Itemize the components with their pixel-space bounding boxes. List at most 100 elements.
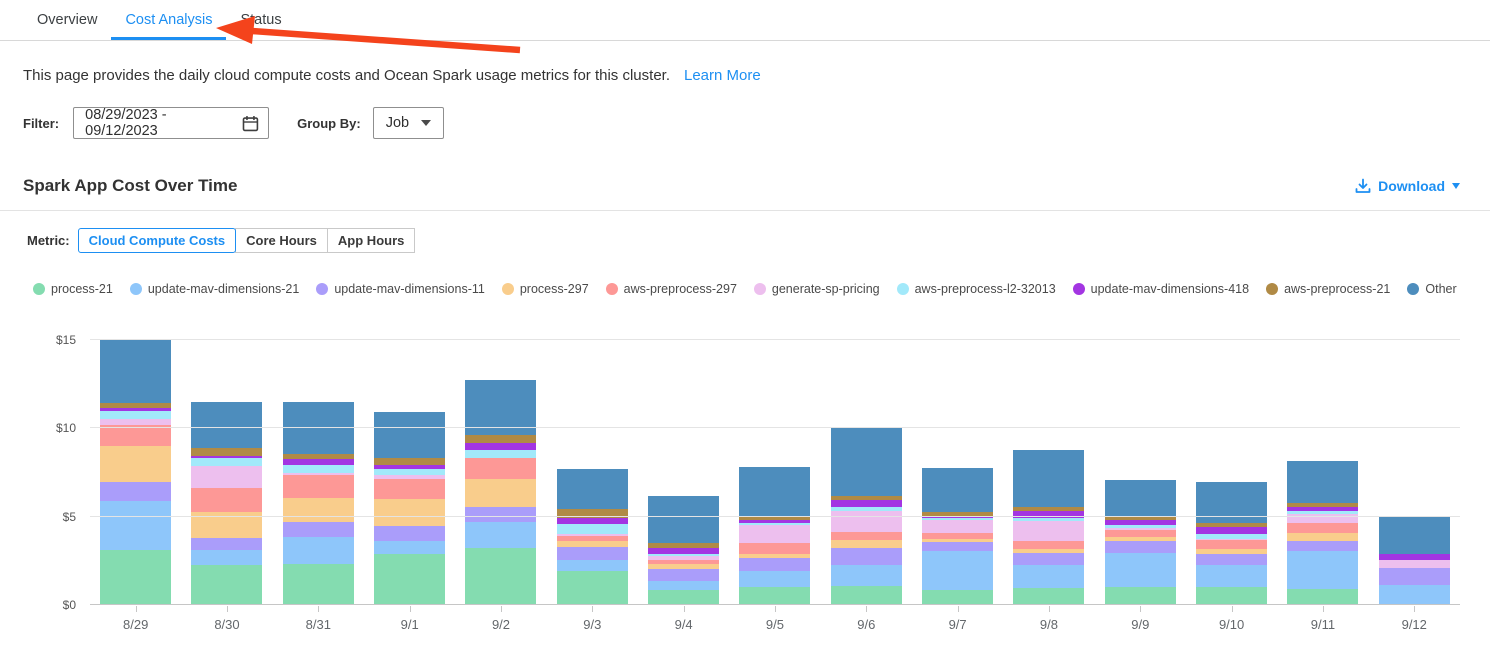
bar-segment-process-297[interactable] <box>648 564 720 569</box>
stacked-bar-8/29[interactable] <box>100 339 172 605</box>
bar-segment-generate-sp-pricing[interactable] <box>100 418 172 425</box>
bar-segment-process-297[interactable] <box>1287 532 1359 542</box>
bar-segment-aws-preprocess-297[interactable] <box>465 458 537 479</box>
bar-segment-process-297[interactable] <box>556 541 628 547</box>
legend-item-process-297[interactable]: process-297 <box>501 282 589 296</box>
bar-segment-update-mav-dimensions-11[interactable] <box>374 525 446 541</box>
bar-segment-update-mav-dimensions-21[interactable] <box>648 581 720 590</box>
bar-segment-update-mav-dimensions-21[interactable] <box>1196 565 1268 588</box>
bar-segment-update-mav-dimensions-418[interactable] <box>1287 507 1359 511</box>
bar-segment-aws-preprocess-297[interactable] <box>1013 540 1085 549</box>
bar-segment-process-21[interactable] <box>374 553 446 605</box>
bar-segment-aws-preprocess-297[interactable] <box>100 424 172 447</box>
bar-segment-aws-preprocess-l2-32013[interactable] <box>282 465 354 473</box>
bar-segment-generate-sp-pricing[interactable] <box>1196 538 1268 540</box>
bar-segment-update-mav-dimensions-418[interactable] <box>556 518 628 524</box>
bar-segment-Other[interactable] <box>1013 449 1085 508</box>
bar-segment-aws-preprocess-21[interactable] <box>648 543 720 548</box>
stacked-bar-9/4[interactable] <box>648 496 720 605</box>
bar-segment-process-297[interactable] <box>465 478 537 507</box>
bar-segment-generate-sp-pricing[interactable] <box>374 475 446 479</box>
bar-segment-aws-preprocess-21[interactable] <box>1013 507 1085 512</box>
bar-segment-aws-preprocess-l2-32013[interactable] <box>922 517 994 521</box>
bar-segment-aws-preprocess-l2-32013[interactable] <box>1287 510 1359 515</box>
bar-segment-generate-sp-pricing[interactable] <box>556 534 628 537</box>
bar-segment-update-mav-dimensions-11[interactable] <box>1196 553 1268 566</box>
bar-segment-process-21[interactable] <box>922 589 994 605</box>
stacked-bar-9/12[interactable] <box>1378 515 1450 605</box>
date-range-picker[interactable]: 08/29/2023 - 09/12/2023 <box>73 107 270 139</box>
bar-segment-update-mav-dimensions-21[interactable] <box>191 550 263 566</box>
legend-item-aws-preprocess-l2-32013[interactable]: aws-preprocess-l2-32013 <box>896 282 1056 296</box>
stacked-bar-9/9[interactable] <box>1104 479 1176 605</box>
bar-segment-aws-preprocess-21[interactable] <box>556 508 628 519</box>
bar-segment-process-21[interactable] <box>1104 587 1176 605</box>
bar-segment-update-mav-dimensions-21[interactable] <box>374 540 446 554</box>
bar-segment-aws-preprocess-21[interactable] <box>191 447 263 456</box>
bar-segment-process-21[interactable] <box>1287 589 1359 605</box>
bar-segment-generate-sp-pricing[interactable] <box>1287 514 1359 523</box>
bar-segment-aws-preprocess-21[interactable] <box>1196 522 1268 528</box>
bar-segment-aws-preprocess-297[interactable] <box>922 532 994 539</box>
metric-button-cloud-compute-costs[interactable]: Cloud Compute Costs <box>77 228 237 253</box>
bar-segment-aws-preprocess-l2-32013[interactable] <box>465 450 537 459</box>
bar-segment-update-mav-dimensions-11[interactable] <box>1287 541 1359 552</box>
bar-segment-update-mav-dimensions-418[interactable] <box>465 442 537 451</box>
bar-segment-process-297[interactable] <box>739 553 811 559</box>
stacked-bar-9/2[interactable] <box>465 379 537 605</box>
stacked-bar-9/6[interactable] <box>830 428 902 605</box>
bar-segment-update-mav-dimensions-21[interactable] <box>282 537 354 565</box>
bar-segment-update-mav-dimensions-21[interactable] <box>739 571 811 588</box>
bar-segment-generate-sp-pricing[interactable] <box>282 472 354 476</box>
bar-segment-generate-sp-pricing[interactable] <box>648 556 720 560</box>
bar-segment-aws-preprocess-l2-32013[interactable] <box>1013 517 1085 522</box>
bar-segment-aws-preprocess-297[interactable] <box>648 559 720 565</box>
bar-segment-aws-preprocess-21[interactable] <box>1104 516 1176 521</box>
bar-segment-aws-preprocess-297[interactable] <box>1287 522 1359 533</box>
bar-segment-Other[interactable] <box>739 467 811 516</box>
bar-segment-process-297[interactable] <box>922 538 994 543</box>
download-button[interactable]: Download <box>1355 178 1460 194</box>
bar-segment-aws-preprocess-21[interactable] <box>465 434 537 443</box>
stacked-bar-9/7[interactable] <box>922 468 994 605</box>
bar-segment-aws-preprocess-l2-32013[interactable] <box>100 410 172 419</box>
bar-segment-update-mav-dimensions-418[interactable] <box>830 499 902 507</box>
bar-segment-process-297[interactable] <box>1196 549 1268 554</box>
bar-segment-aws-preprocess-l2-32013[interactable] <box>191 458 263 467</box>
bar-segment-aws-preprocess-l2-32013[interactable] <box>1104 524 1176 529</box>
bar-segment-generate-sp-pricing[interactable] <box>1378 559 1450 568</box>
bar-segment-aws-preprocess-297[interactable] <box>830 531 902 540</box>
bar-segment-process-297[interactable] <box>374 499 446 526</box>
bar-segment-process-21[interactable] <box>282 564 354 605</box>
bar-segment-update-mav-dimensions-11[interactable] <box>1378 567 1450 585</box>
bar-segment-aws-preprocess-297[interactable] <box>556 536 628 542</box>
bar-segment-update-mav-dimensions-11[interactable] <box>830 548 902 566</box>
bar-segment-update-mav-dimensions-21[interactable] <box>922 551 994 590</box>
bar-segment-update-mav-dimensions-21[interactable] <box>465 521 537 549</box>
bar-segment-Other[interactable] <box>374 412 446 459</box>
legend-item-process-21[interactable]: process-21 <box>33 282 113 296</box>
bar-segment-Other[interactable] <box>830 428 902 496</box>
bar-segment-aws-preprocess-297[interactable] <box>1196 539 1268 550</box>
bar-segment-process-21[interactable] <box>556 571 628 605</box>
bar-segment-process-21[interactable] <box>830 585 902 605</box>
bar-segment-update-mav-dimensions-11[interactable] <box>648 568 720 582</box>
bar-segment-update-mav-dimensions-21[interactable] <box>830 565 902 586</box>
metric-button-app-hours[interactable]: App Hours <box>326 228 416 253</box>
bar-segment-update-mav-dimensions-418[interactable] <box>282 459 354 466</box>
legend-item-aws-preprocess-297[interactable]: aws-preprocess-297 <box>605 282 737 296</box>
bar-segment-aws-preprocess-21[interactable] <box>922 512 994 516</box>
stacked-bar-9/5[interactable] <box>739 467 811 605</box>
bar-segment-update-mav-dimensions-418[interactable] <box>922 515 994 518</box>
bar-segment-aws-preprocess-297[interactable] <box>374 478 446 500</box>
bar-segment-generate-sp-pricing[interactable] <box>1013 521 1085 541</box>
bar-segment-process-297[interactable] <box>282 498 354 522</box>
bar-segment-update-mav-dimensions-21[interactable] <box>556 559 628 572</box>
bar-segment-update-mav-dimensions-11[interactable] <box>1104 541 1176 553</box>
bar-segment-aws-preprocess-l2-32013[interactable] <box>830 507 902 511</box>
stacked-bar-9/10[interactable] <box>1196 482 1268 605</box>
group-by-select[interactable]: Job <box>372 107 445 139</box>
bar-segment-aws-preprocess-297[interactable] <box>282 475 354 499</box>
metric-button-core-hours[interactable]: Core Hours <box>235 228 328 253</box>
stacked-bar-9/1[interactable] <box>374 412 446 605</box>
